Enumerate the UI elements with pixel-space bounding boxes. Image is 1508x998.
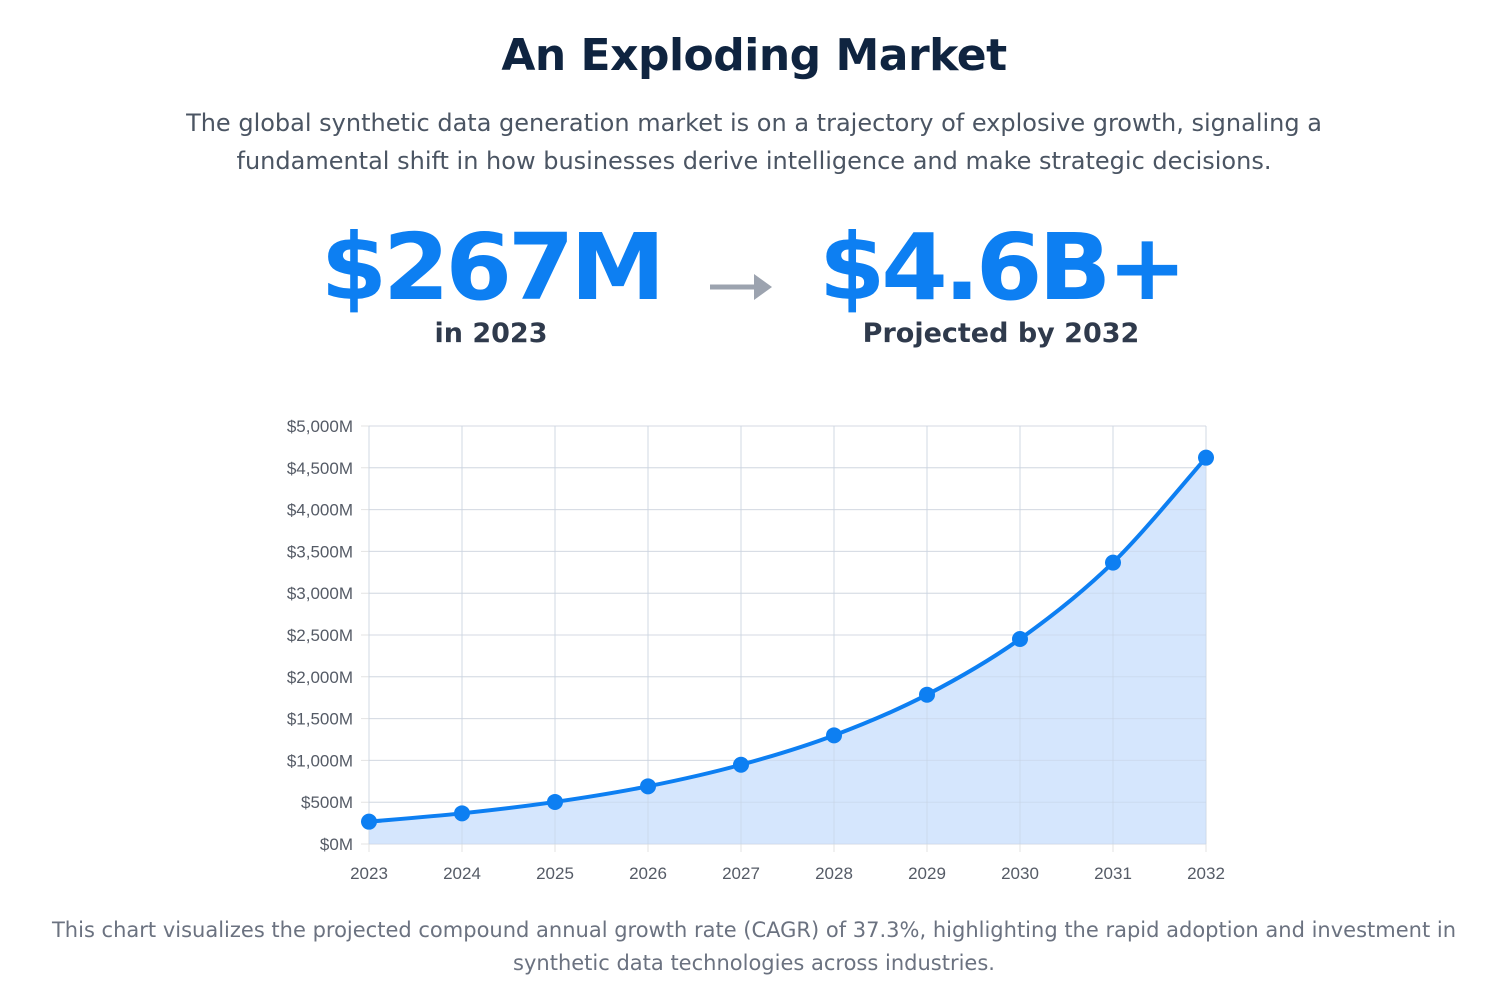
y-tick-label: $3,500M (287, 542, 353, 561)
market-growth-chart: $0M $500M $1,000M $1,500M $2,000M $2,500M $3,0… (287, 417, 1225, 883)
y-tick-label: $3,000M (287, 584, 353, 603)
arrow-right-icon (710, 274, 772, 300)
y-tick-label: $4,500M (287, 459, 353, 478)
x-tick-label: 2026 (629, 864, 667, 883)
y-tick-label: $1,000M (287, 751, 353, 770)
start-market-value: $267M (320, 214, 666, 321)
data-point (733, 756, 749, 773)
x-tick-label: 2031 (1094, 864, 1132, 883)
x-tick-label: 2032 (1187, 864, 1225, 883)
x-tick-label: 2030 (1001, 864, 1039, 883)
data-point (1012, 631, 1028, 648)
data-point (1198, 449, 1214, 466)
y-tick-label: $0M (320, 835, 353, 854)
page-title: An Exploding Market (501, 30, 1007, 81)
x-tick-label: 2028 (815, 864, 853, 883)
chart-footnote: This chart visualizes the projected comp… (51, 918, 1457, 975)
data-point (919, 686, 935, 703)
data-point (361, 813, 377, 830)
x-tick-label: 2023 (350, 864, 388, 883)
data-point (640, 778, 656, 795)
projected-market-caption: Projected by 2032 (862, 318, 1140, 349)
x-tick-label: 2024 (443, 864, 481, 883)
y-tick-label: $1,500M (287, 710, 353, 729)
page-subtitle: The global synthetic data generation mar… (186, 109, 1322, 175)
y-tick-label: $5,000M (287, 417, 353, 436)
x-tick-label: 2027 (722, 864, 760, 883)
projected-market-value: $4.6B+ (818, 214, 1187, 321)
series-line (367, 455, 1208, 824)
y-tick-label: $2,000M (287, 668, 353, 687)
area-fill (369, 457, 1206, 844)
data-point (826, 727, 842, 744)
data-point (547, 793, 563, 810)
x-tick-label: 2025 (536, 864, 574, 883)
x-tick-label: 2029 (908, 864, 946, 883)
y-tick-label: $500M (301, 793, 353, 812)
data-point (454, 805, 470, 822)
start-market-caption: in 2023 (434, 318, 548, 349)
y-tick-label: $4,000M (287, 501, 353, 520)
data-point (1105, 554, 1121, 571)
y-tick-label: $2,500M (287, 626, 353, 645)
